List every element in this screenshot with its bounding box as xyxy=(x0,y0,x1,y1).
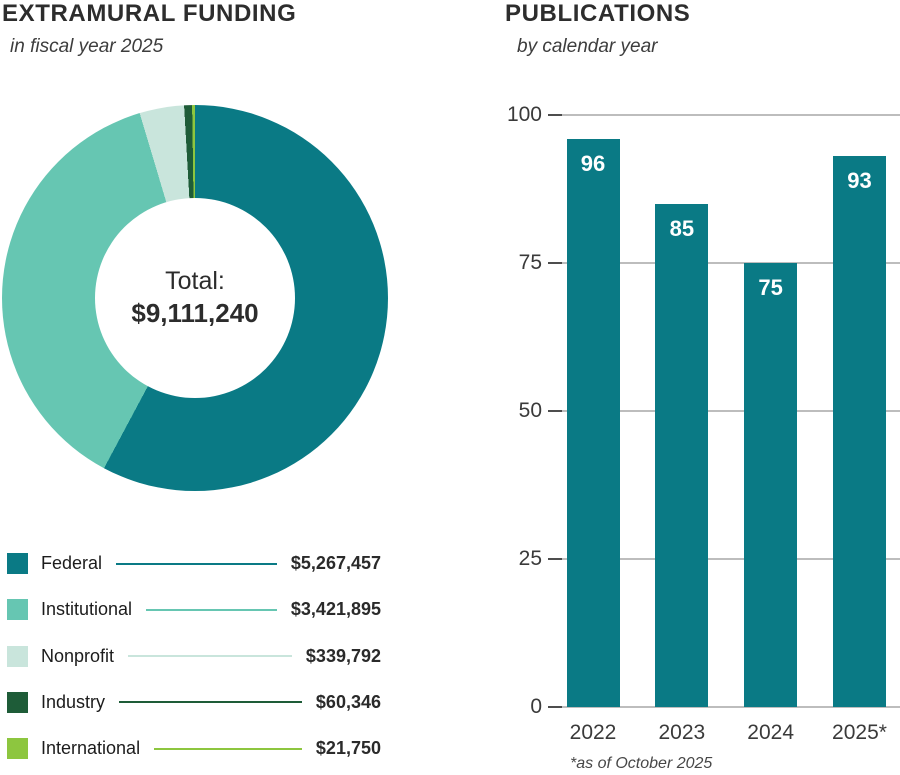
publications-bar: 75 xyxy=(744,263,798,707)
y-axis-label: 0 xyxy=(530,695,542,718)
legend-swatch-icon xyxy=(7,553,28,574)
bar-value-label: 96 xyxy=(580,150,606,176)
bar-value-label: 85 xyxy=(669,215,695,241)
legend-swatch-icon xyxy=(7,738,28,760)
funding-legend: Federal $5,267,457 Institutional $3,421,895… xyxy=(7,553,381,775)
legend-value: $339,792 xyxy=(305,645,381,666)
y-axis-tick xyxy=(548,558,562,560)
publications-bar: 85 xyxy=(655,203,709,707)
legend-value: $60,346 xyxy=(315,691,381,712)
y-gridline xyxy=(548,558,900,560)
publications-chart-title: PUBLICATIONS xyxy=(505,0,691,27)
legend-row: Industry $60,346 xyxy=(7,691,381,713)
legend-leader-line xyxy=(119,701,302,704)
y-axis-label: 100 xyxy=(506,103,542,126)
y-axis-label: 25 xyxy=(518,547,542,570)
x-axis-label: 2024 xyxy=(747,721,795,744)
legend-row: Nonprofit $339,792 xyxy=(7,645,381,667)
publications-footnote: *as of October 2025 xyxy=(570,755,713,772)
x-axis-label: 2022 xyxy=(569,721,617,744)
legend-row: Institutional $3,421,895 xyxy=(7,599,381,621)
y-axis-label: 75 xyxy=(518,251,542,274)
y-axis-tick xyxy=(548,706,562,708)
x-axis-label: 2025* xyxy=(832,721,887,744)
legend-label: Nonprofit xyxy=(41,645,115,666)
donut-total-label: Total: xyxy=(165,266,225,295)
legend-leader-line xyxy=(128,655,292,658)
funding-chart-subtitle: in fiscal year 2025 xyxy=(10,36,164,57)
legend-value: $21,750 xyxy=(315,738,381,759)
y-axis-tick xyxy=(548,410,562,412)
legend-row: International $21,750 xyxy=(7,738,381,760)
y-gridline xyxy=(548,114,900,116)
legend-value: $5,267,457 xyxy=(290,553,381,573)
y-gridline xyxy=(548,262,900,264)
funding-chart-title: EXTRAMURAL FUNDING xyxy=(2,0,297,27)
legend-label: Institutional xyxy=(41,599,133,620)
y-gridline xyxy=(548,706,900,708)
legend-value: $3,421,895 xyxy=(290,599,381,620)
publications-bar: 96 xyxy=(566,138,620,707)
donut-center: Total: $9,111,240 xyxy=(95,198,295,398)
publications-bar-plot: 100 75 50 25 0 96 2022 85 2023 75 2024 93 2025* xyxy=(507,103,900,744)
donut-total-value: $9,111,240 xyxy=(131,298,259,329)
y-axis-tick xyxy=(548,114,562,116)
legend-label: Federal xyxy=(41,553,103,573)
funding-donut-chart: Total: $9,111,240 xyxy=(2,105,388,491)
bar-value-label: 93 xyxy=(847,168,872,194)
legend-leader-line xyxy=(154,747,302,750)
x-axis-label: 2023 xyxy=(658,721,706,744)
bar-value-label: 75 xyxy=(758,275,783,300)
publications-chart-subtitle: by calendar year xyxy=(517,36,658,57)
legend-swatch-icon xyxy=(7,599,28,621)
legend-label: International xyxy=(41,738,141,759)
legend-row: Federal $5,267,457 xyxy=(7,553,381,574)
y-axis-label: 50 xyxy=(518,399,542,422)
legend-swatch-icon xyxy=(7,645,28,667)
publications-bar: 93 xyxy=(832,156,886,707)
legend-swatch-icon xyxy=(7,691,28,713)
legend-label: Industry xyxy=(41,691,106,712)
y-gridline xyxy=(548,410,900,412)
y-axis-tick xyxy=(548,262,562,264)
legend-leader-line xyxy=(146,608,277,611)
legend-leader-line xyxy=(116,562,277,565)
